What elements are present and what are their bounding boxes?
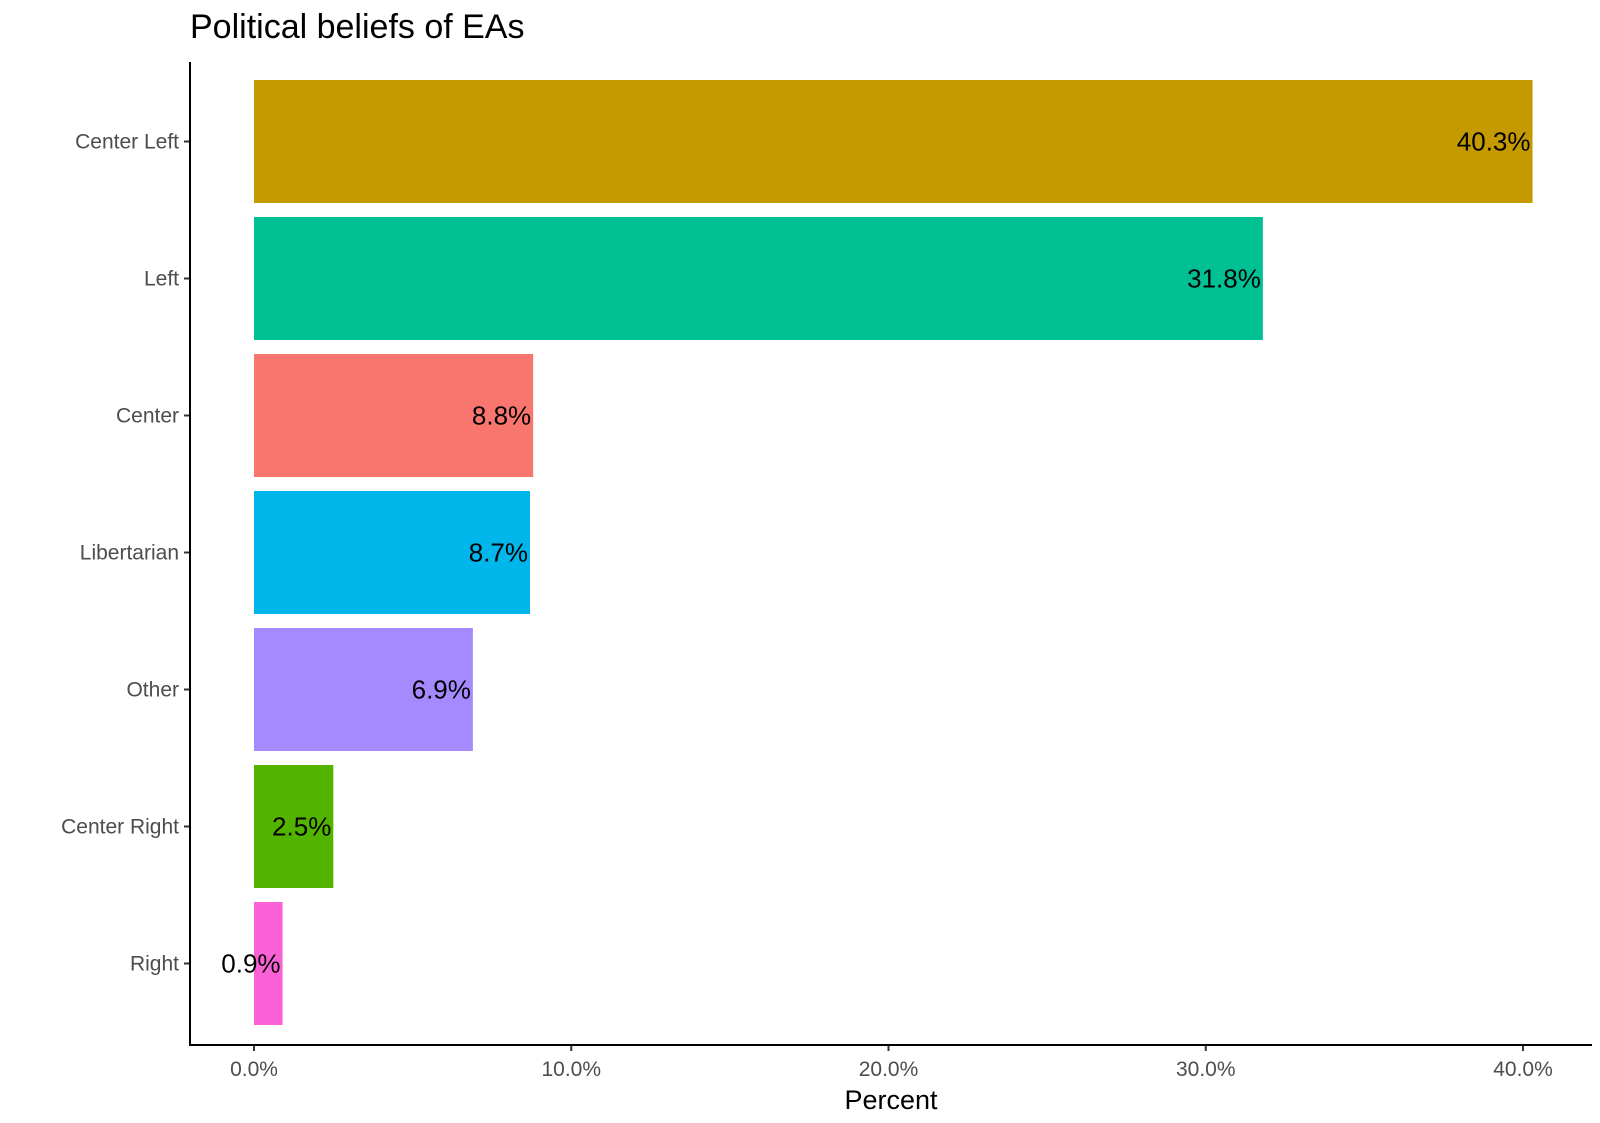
y-tick-label-libertarian: Libertarian (80, 542, 179, 565)
x-tick-label: 10.0% (541, 1058, 601, 1081)
data-label-libertarian: 8.7% (469, 538, 528, 568)
y-tick-label-center-right: Center Right (61, 816, 179, 839)
bar-other (254, 628, 473, 751)
y-tick-label-other: Other (126, 679, 179, 702)
bar-left (254, 217, 1263, 340)
bar-center-right (254, 765, 334, 888)
x-axis-label: Percent (844, 1085, 938, 1115)
y-tick-label-center-left: Center Left (75, 131, 179, 154)
bar-center-left (254, 80, 1533, 203)
y-axis-ticks: Center Left Left Center Libertarian Other Cen… (61, 131, 190, 976)
data-label-left: 31.8% (1187, 264, 1261, 294)
chart-title: Political beliefs of EAs (190, 8, 525, 46)
bar-right (254, 902, 283, 1025)
data-label-center: 8.8% (472, 401, 531, 431)
bar-libertarian (254, 491, 531, 614)
y-tick-label-right: Right (130, 953, 179, 976)
data-label-right: 0.9% (221, 949, 280, 979)
bars-group: 40.3% 31.8% 8.8% 8.7% 6.9% 2.5% 0.9% (221, 80, 1533, 1025)
y-tick-label-center: Center (116, 405, 179, 428)
x-tick-label: 20.0% (859, 1058, 919, 1081)
x-axis-ticks: 0.0% 10.0% 20.0% 30.0% 40.0% (230, 1045, 1553, 1081)
y-tick-label-left: Left (144, 268, 179, 291)
x-tick-label: 30.0% (1176, 1058, 1236, 1081)
x-tick-label: 0.0% (230, 1058, 278, 1081)
data-label-other: 6.9% (412, 675, 471, 705)
bar-center (254, 354, 534, 477)
x-tick-label: 40.0% (1493, 1058, 1553, 1081)
data-label-center-left: 40.3% (1457, 127, 1531, 157)
data-label-center-right: 2.5% (272, 812, 331, 842)
